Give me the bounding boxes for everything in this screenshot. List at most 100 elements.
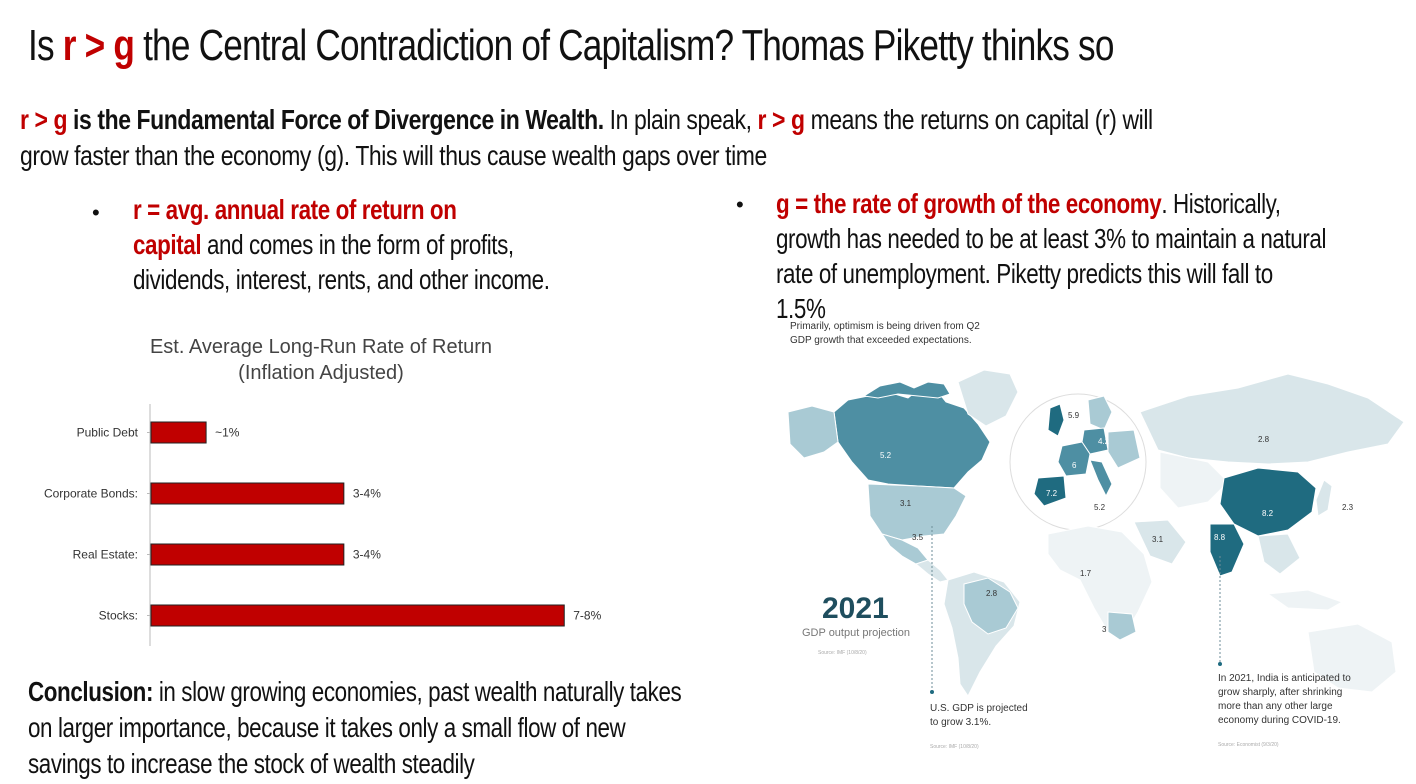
bar-category-label: Stocks: [99, 609, 138, 623]
map-south-africa [1107, 611, 1137, 641]
chart-subtitle: (Inflation Adjusted) [238, 362, 404, 384]
map-india-note-line-3: more than any other large [1218, 701, 1333, 712]
intro-line-1: r > g is the Fundamental Force of Diverg… [20, 102, 1154, 138]
map-subtitle: GDP output projection [802, 627, 910, 639]
map-china [1219, 467, 1317, 537]
map-label-germany: 4.2 [1098, 437, 1110, 446]
map-france [1057, 441, 1091, 477]
map-year: 2021 [822, 592, 889, 625]
map-label-italy: 5.2 [1094, 503, 1106, 512]
map-central-asia [1159, 451, 1229, 509]
map-us-note-line-2: to grow 3.1%. [930, 717, 991, 728]
bullet-g-line-2: growth has needed to be at least 3% to m… [776, 223, 1327, 254]
slide-title: Is r > g the Central Contradiction of Ca… [28, 20, 1114, 72]
map-us-note-line-1: U.S. GDP is projected [930, 703, 1028, 714]
map-india [1209, 523, 1245, 577]
bar-data-label: 3-4% [353, 487, 381, 501]
bar [150, 482, 345, 505]
map-label-china: 8.2 [1262, 509, 1274, 518]
map-alaska [787, 405, 839, 459]
bullet-r: r = avg. annual rate of return on capita… [133, 192, 654, 297]
bullet-r-line-2-rest: and comes in the form of profits, [201, 229, 514, 260]
map-russia [1139, 373, 1405, 465]
chart-title: Est. Average Long-Run Rate of Return [150, 336, 492, 358]
intro-line-2: grow faster than the economy (g). This w… [20, 140, 767, 171]
map-indonesia [1266, 589, 1344, 611]
intro-formula-1: r > g [20, 104, 68, 135]
map-greenland [957, 369, 1019, 427]
bar-category-label: Corporate Bonds: [44, 487, 138, 501]
conclusion-line-1: Conclusion: in slow growing economies, p… [28, 674, 682, 710]
map-east-europe [1107, 429, 1141, 469]
bar-category-label: Public Debt [77, 426, 139, 440]
map-canada-islands [862, 381, 951, 399]
map-se-asia [1257, 533, 1301, 575]
conclusion-line-2: on larger importance, because it takes o… [28, 712, 626, 743]
map-label-africa: 1.7 [1080, 569, 1092, 578]
map-label-france: 6 [1072, 461, 1077, 470]
map-us-callout-dot [930, 690, 934, 694]
bullet-r-line-3: dividends, interest, rents, and other in… [133, 264, 550, 295]
bullet-g: g = the rate of growth of the economy. H… [776, 186, 1416, 326]
conclusion-line-3: savings to increase the stock of wealth … [28, 748, 475, 779]
map-india-source: Source: Economist (9/3/20) [1218, 742, 1279, 748]
bullet-g-line-4: 1.5% [776, 293, 826, 324]
map-us-source: Source: IMF (10/8/20) [930, 744, 979, 750]
map-spain [1033, 475, 1067, 507]
intro-bold-text: is the Fundamental Force of Divergence i… [67, 104, 604, 135]
conclusion-text-1: in slow growing economies, past wealth n… [153, 676, 682, 707]
map-germany [1081, 427, 1109, 455]
conclusion-bold: Conclusion: [28, 676, 154, 707]
bar-data-label: ~1% [215, 426, 240, 440]
map-header-line-1: Primarily, optimism is being driven from… [790, 321, 980, 332]
map-india-note-line-1: In 2021, India is anticipated to [1218, 673, 1351, 684]
map-label-saudi: 3.1 [1152, 535, 1164, 544]
bullet-r-line-2: capital and comes in the form of profits… [133, 227, 550, 262]
gdp-map-infographic: Primarily, optimism is being driven from… [787, 321, 1405, 750]
bullet-g-red-text: g = the rate of growth of the economy [776, 188, 1162, 219]
map-label-russia: 2.8 [1258, 435, 1270, 444]
map-australia [1307, 623, 1397, 693]
bar [150, 604, 565, 627]
bar [150, 543, 345, 566]
bar [150, 421, 207, 444]
map-label-south-africa: 3 [1102, 625, 1107, 634]
map-label-brazil: 2.8 [986, 589, 998, 598]
map-label-mexico: 3.5 [912, 533, 924, 542]
bullet-dot-r: • [92, 200, 100, 225]
chart-bars: Public Debt ~1% Corporate Bonds: 3-4% Real E… [44, 421, 602, 627]
intro-text-1: In plain speak, [603, 104, 758, 135]
bullet-g-line-1-rest: . Historically, [1161, 188, 1281, 219]
title-suffix: the Central Contradiction of Capitalism?… [134, 21, 1114, 70]
bullet-r-red-line-1: r = avg. annual rate of return on [133, 194, 457, 225]
bullet-r-red-line-2: capital [133, 229, 202, 260]
map-label-india: 8.8 [1214, 533, 1226, 542]
map-africa [1047, 525, 1153, 639]
bullet-g-line-1: g = the rate of growth of the economy. H… [776, 186, 1326, 221]
map-header-line-2: GDP growth that exceeded expectations. [790, 335, 972, 346]
map-source: Source: IMF (10/8/20) [818, 650, 867, 656]
title-prefix: Is [28, 21, 63, 70]
intro-paragraph: r > g is the Fundamental Force of Diverg… [20, 102, 1400, 174]
map-usa [867, 483, 967, 541]
title-formula: r > g [62, 21, 135, 70]
map-label-usa: 3.1 [900, 499, 912, 508]
bar-data-label: 7-8% [573, 609, 601, 623]
bar-data-label: 3-4% [353, 548, 381, 562]
bar-category-label: Real Estate: [73, 548, 138, 562]
map-italy [1089, 459, 1113, 498]
map-middle-east [1133, 519, 1187, 565]
map-india-note-line-2: grow sharply, after shrinking [1218, 687, 1342, 698]
map-label-canada: 5.2 [880, 451, 892, 460]
map-label-uk: 5.9 [1068, 411, 1080, 420]
conclusion: Conclusion: in slow growing economies, p… [28, 674, 845, 782]
rate-of-return-bar-chart: Est. Average Long-Run Rate of Return (In… [44, 336, 602, 646]
map-india-callout-dot [1218, 662, 1222, 666]
intro-formula-2: r > g [757, 104, 805, 135]
bullet-g-line-3: rate of unemployment. Piketty predicts t… [776, 258, 1273, 289]
map-india-note-line-4: economy during COVID-19. [1218, 715, 1341, 726]
map-label-japan: 2.3 [1342, 503, 1354, 512]
intro-text-2: means the returns on capital (r) will [804, 104, 1154, 135]
map-label-spain: 7.2 [1046, 489, 1058, 498]
map-japan [1315, 479, 1333, 517]
